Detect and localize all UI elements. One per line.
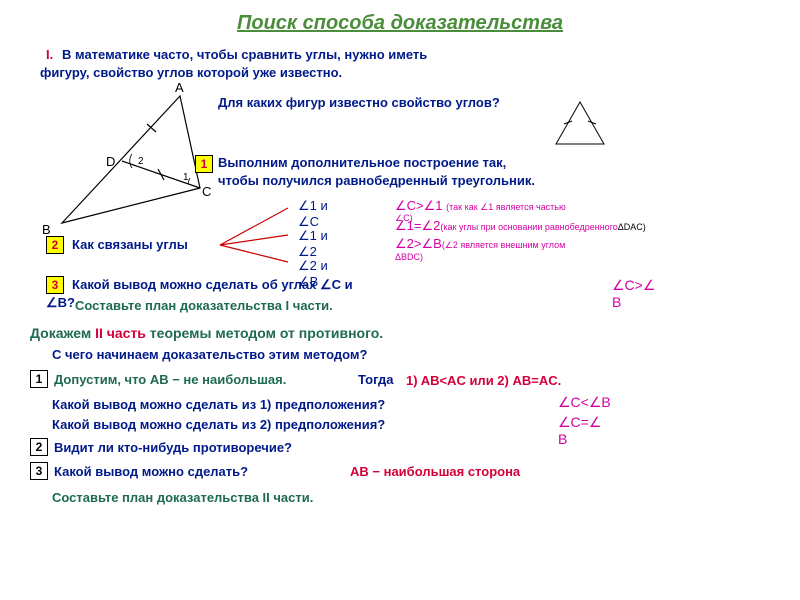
pink3-cont: ΔBDC) xyxy=(395,252,423,262)
q2: Как связаны углы xyxy=(72,237,188,252)
box-2: 2 xyxy=(46,236,64,254)
ans-p1: ∠C<∠B xyxy=(558,394,611,411)
intro-line1: В математике часто, чтобы сравнить углы,… xyxy=(62,47,427,62)
pink3: ∠2>∠B(∠2 является внешним углом xyxy=(395,236,565,252)
then: Тогда xyxy=(358,372,393,387)
part2: Докажем II часть теоремы методом от прот… xyxy=(30,325,383,341)
slide-title: Поиск способа доказательства xyxy=(0,12,800,35)
build-line2: чтобы получился равнобедренный треугольн… xyxy=(218,173,535,188)
label-A: A xyxy=(175,80,184,95)
branch-lines xyxy=(210,200,300,270)
ans3: ∠C>∠B xyxy=(612,277,655,310)
pink2: ∠1=∠2(как углы при основании равнобедрен… xyxy=(395,218,646,234)
box-3: 3 xyxy=(46,276,64,294)
q-pred1: Какой вывод можно сделать из 1) предполо… xyxy=(52,397,385,412)
label-D: D xyxy=(106,154,115,169)
diagram-main xyxy=(40,88,220,248)
intro-roman: I. xyxy=(46,47,53,62)
q-pred2: Какой вывод можно сделать из 2) предполо… xyxy=(52,417,385,432)
plan1: Составьте план доказательства I части. xyxy=(75,298,333,313)
sbox-3: 3 xyxy=(30,462,48,480)
label-1: 1 xyxy=(183,172,189,183)
label-B: B xyxy=(42,222,51,237)
sbox-2: 2 xyxy=(30,438,48,456)
q-final: Какой вывод можно сделать? xyxy=(54,464,248,479)
q1: Для каких фигур известно свойство углов? xyxy=(218,95,500,110)
label-C: C xyxy=(202,184,211,199)
q3b: ∠B? xyxy=(46,295,75,311)
rel2: ∠1 и∠2 xyxy=(298,228,328,260)
label-2: 2 xyxy=(138,156,144,167)
q3: Какой вывод можно сделать об углах ∠С и xyxy=(72,277,353,293)
iso-triangle-icons xyxy=(550,98,650,150)
q-contr: Видит ли кто-нибудь противоречие? xyxy=(54,440,292,455)
pink1: ∠C>∠1 (так как ∠1 является частью xyxy=(395,198,566,214)
intro-line2: фигуру, свойство углов которой уже извес… xyxy=(40,65,342,80)
box-1: 1 xyxy=(195,155,213,173)
then-result: 1) AB<AC или 2) AB=AC. xyxy=(406,373,561,388)
ans-p2: ∠C=∠B xyxy=(558,414,601,447)
sbox-1: 1 xyxy=(30,370,48,388)
q-start: С чего начинаем доказательство этим мето… xyxy=(52,347,367,362)
ans-final: AB − наибольшая сторона xyxy=(350,464,520,479)
rel1: ∠1 и∠С xyxy=(298,198,328,230)
build-line1: Выполним дополнительное построение так, xyxy=(218,155,506,170)
assume: Допустим, что AB − не наибольшая. xyxy=(54,372,286,387)
plan2: Составьте план доказательства II части. xyxy=(52,490,313,505)
